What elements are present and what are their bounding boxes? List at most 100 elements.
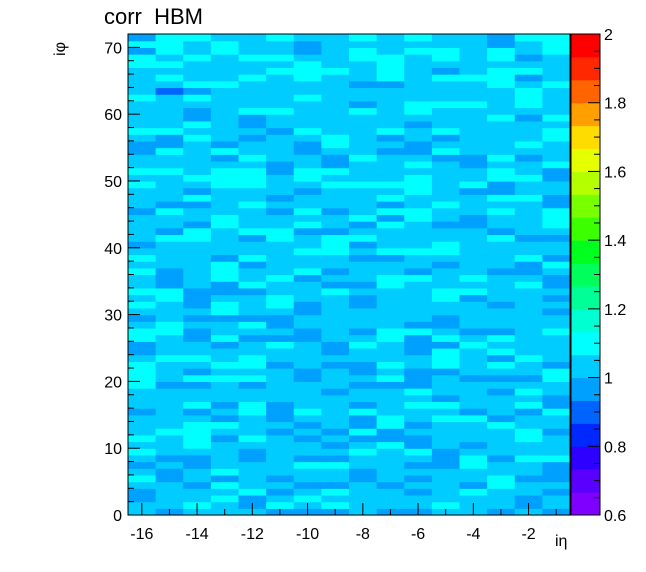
- heatmap-cell: [376, 114, 405, 122]
- heatmap-cell: [459, 74, 488, 82]
- heatmap-cell: [128, 334, 157, 342]
- heatmap-cell: [404, 34, 433, 42]
- heatmap-cell: [542, 74, 571, 82]
- heatmap-cell: [155, 107, 184, 115]
- heatmap-cell: [238, 287, 267, 296]
- heatmap-cell: [431, 281, 461, 289]
- heatmap-cell: [376, 468, 405, 476]
- heatmap-cell: [349, 301, 378, 309]
- heatmap-cell: [210, 281, 240, 289]
- heatmap-cell: [459, 127, 488, 135]
- heatmap-cell: [155, 80, 184, 89]
- heatmap-cell: [238, 374, 267, 382]
- color-scale-bin: [571, 377, 600, 401]
- heatmap-cell: [459, 341, 488, 349]
- heatmap-cell: [266, 434, 295, 443]
- heatmap-cell: [376, 180, 405, 189]
- heatmap-cell: [349, 421, 378, 429]
- heatmap-cell: [431, 160, 461, 169]
- heatmap-cell: [487, 254, 516, 262]
- heatmap-cell: [293, 488, 322, 496]
- heatmap-cell: [487, 207, 516, 215]
- heatmap-cell: [487, 388, 516, 396]
- heatmap-cell: [431, 134, 461, 142]
- heatmap-cell: [487, 34, 516, 42]
- heatmap-cell: [376, 421, 405, 429]
- heatmap-cell: [321, 408, 350, 416]
- heatmap-cell: [155, 47, 184, 55]
- heatmap-cell: [514, 388, 543, 396]
- heatmap-cell: [431, 47, 461, 55]
- heatmap-cell: [321, 501, 350, 509]
- heatmap-cell: [514, 114, 543, 122]
- color-scale-bin: [571, 125, 600, 150]
- heatmap-cell: [321, 401, 350, 409]
- heatmap-cell: [376, 388, 405, 396]
- heatmap-cell: [183, 441, 212, 449]
- heatmap-cell: [321, 241, 350, 249]
- heatmap-cell: [128, 201, 157, 209]
- color-scale-tick-label: 1: [604, 371, 613, 388]
- heatmap-cell: [542, 334, 571, 342]
- heatmap-cell: [183, 207, 212, 215]
- heatmap-cell: [431, 214, 461, 222]
- heatmap-cell: [155, 34, 184, 42]
- heatmap-cell: [128, 160, 157, 169]
- heatmap-cell: [404, 100, 433, 109]
- heatmap-cell: [431, 341, 461, 349]
- heatmap-cell: [266, 474, 295, 483]
- heatmap-cell: [459, 54, 488, 62]
- heatmap-cell: [238, 261, 267, 269]
- heatmap-cell: [183, 341, 212, 349]
- heatmap-cell: [321, 147, 350, 155]
- heatmap-cell: [376, 194, 405, 202]
- heatmap-cell: [349, 60, 378, 69]
- heatmap-cell: [155, 307, 184, 316]
- heatmap-cell: [376, 100, 405, 109]
- heatmap-cell: [128, 494, 157, 503]
- heatmap-cell: [376, 314, 405, 322]
- heatmap-cell: [349, 294, 378, 302]
- color-scale-bin: [571, 240, 600, 264]
- heatmap-cell: [266, 167, 295, 175]
- heatmap-cell: [487, 281, 516, 289]
- x-tick-label: -4: [466, 526, 480, 543]
- heatmap-cell: [431, 501, 461, 509]
- heatmap-cell: [459, 174, 488, 182]
- heatmap-cell: [404, 60, 433, 69]
- heatmap-cell: [238, 394, 267, 403]
- heatmap-cell: [376, 347, 405, 356]
- heatmap-cell: [542, 368, 571, 376]
- heatmap-cell: [210, 40, 240, 48]
- heatmap-cell: [431, 120, 461, 129]
- heatmap-cell: [210, 60, 240, 69]
- color-scale-bin: [571, 102, 600, 127]
- heatmap-cell: [210, 314, 240, 322]
- heatmap-cell: [293, 414, 322, 423]
- heatmap-cell: [542, 167, 571, 175]
- heatmap-cell: [514, 334, 543, 342]
- heatmap-cell: [266, 368, 295, 376]
- heatmap-cell: [210, 114, 240, 122]
- heatmap-cell: [431, 294, 461, 302]
- heatmap-cell: [514, 74, 543, 82]
- heatmap-cell: [128, 448, 157, 456]
- heatmap-cell: [349, 461, 378, 469]
- heatmap-cell: [183, 154, 212, 162]
- heatmap-cell: [431, 241, 461, 249]
- heatmap-cell: [542, 214, 571, 222]
- heatmap-cell: [155, 347, 184, 356]
- heatmap-cell: [210, 140, 240, 149]
- heatmap-cell: [183, 454, 212, 463]
- heatmap-cell: [210, 187, 240, 195]
- heatmap-cell: [210, 267, 240, 276]
- heatmap-cell: [321, 321, 350, 329]
- heatmap-cell: [514, 67, 543, 75]
- heatmap-cell: [349, 434, 378, 443]
- heatmap-cell: [349, 414, 378, 423]
- x-axis: -16 -14 -12 -10 -8 -6 -4 -2: [130, 503, 557, 543]
- heatmap-cell: [514, 187, 543, 195]
- heatmap-cell: [459, 381, 488, 389]
- heatmap-cell: [266, 294, 295, 302]
- heatmap-cell: [431, 388, 461, 396]
